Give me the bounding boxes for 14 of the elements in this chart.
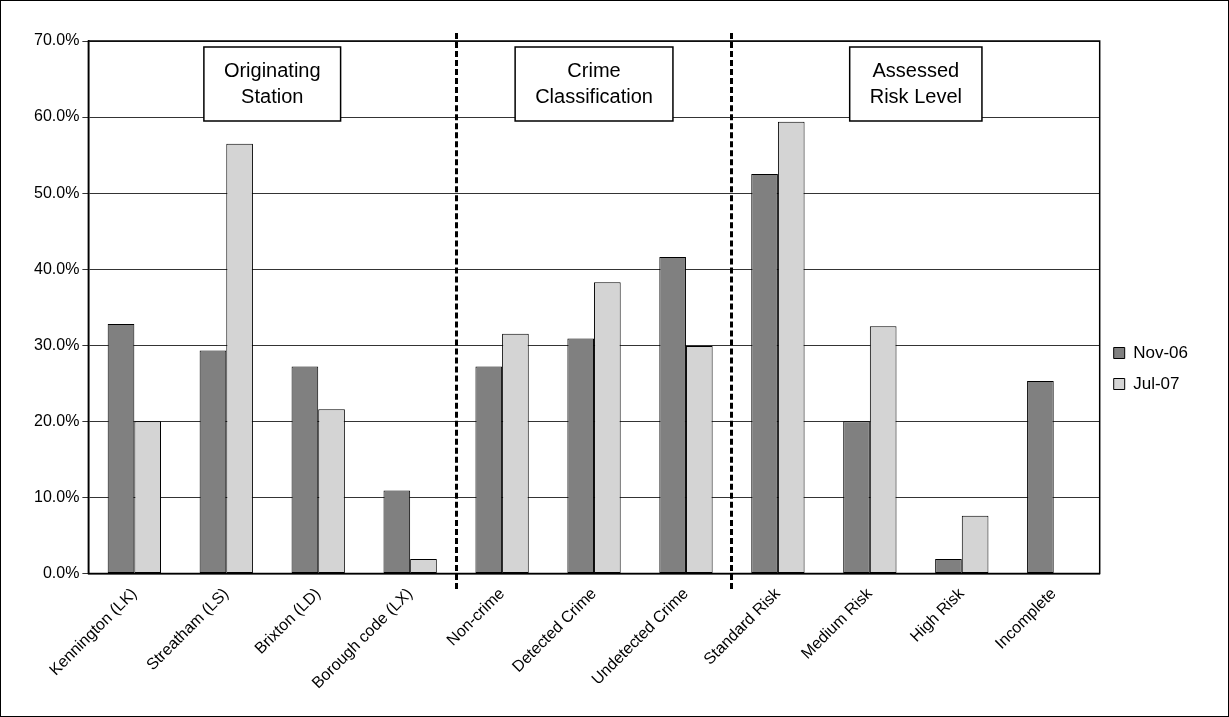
y-tick-label: 20.0% (33, 411, 80, 429)
legend-label: Nov-06 (1133, 342, 1189, 362)
x-tick-label: High Risk (906, 583, 968, 645)
annotation: Assessed Risk Level (869, 58, 962, 107)
y-tick-label: 30.0% (33, 335, 80, 353)
legend-label: Jul-07 (1133, 373, 1180, 393)
y-tick-label: 40.0% (33, 259, 80, 277)
y-tick-label: 0.0% (42, 563, 80, 581)
y-tick-label: 70.0% (33, 31, 80, 49)
y-tick-label: 50.0% (33, 183, 80, 201)
y-tick-label: 10.0% (33, 487, 80, 505)
annotation: Originating Station (223, 58, 321, 107)
annotation: Crime Classification (535, 58, 653, 107)
y-tick-label: 60.0% (33, 107, 80, 125)
